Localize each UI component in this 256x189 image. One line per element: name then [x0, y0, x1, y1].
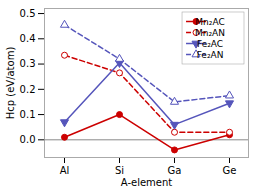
svg-text:Fe₂AC: Fe₂AC [197, 39, 223, 49]
svg-text:Mn₂AC: Mn₂AC [195, 17, 224, 27]
svg-text:Mn₂AN: Mn₂AN [195, 28, 225, 38]
svg-text:0.0: 0.0 [20, 134, 36, 145]
svg-text:Fe₂AN: Fe₂AN [197, 50, 224, 60]
svg-text:Hcp (eV/atom): Hcp (eV/atom) [5, 47, 16, 120]
svg-text:A-element: A-element [121, 177, 173, 188]
svg-text:Ga: Ga [168, 165, 182, 176]
svg-text:Al: Al [60, 165, 70, 176]
svg-text:Ge: Ge [223, 165, 237, 176]
svg-text:0.5: 0.5 [20, 8, 36, 19]
svg-text:0.4: 0.4 [20, 33, 36, 44]
svg-text:Si: Si [115, 165, 124, 176]
svg-text:0.1: 0.1 [20, 109, 36, 120]
svg-text:0.2: 0.2 [20, 84, 36, 95]
svg-text:0.3: 0.3 [20, 58, 36, 69]
